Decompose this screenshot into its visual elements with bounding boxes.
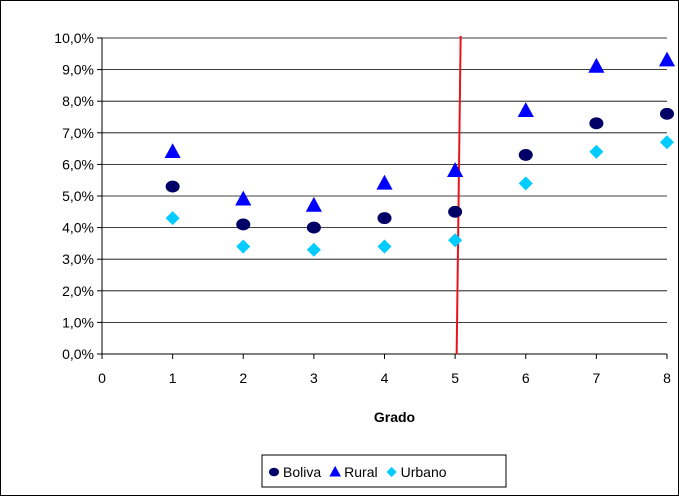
point-rural — [164, 143, 181, 159]
x-tick-label: 8 — [663, 370, 671, 386]
x-tick-label: 6 — [522, 370, 530, 386]
legend-label-boliva: Boliva — [283, 464, 321, 480]
axes — [97, 37, 668, 359]
y-tick-label: 0,0% — [62, 346, 94, 362]
point-urbano — [377, 239, 392, 254]
point-boliva — [306, 221, 321, 234]
point-urbano — [448, 233, 463, 248]
vertical-marker-line — [455, 35, 462, 355]
point-boliva — [377, 212, 392, 225]
point-rural — [305, 196, 322, 212]
y-tick-label: 5,0% — [62, 188, 94, 204]
x-tick-label: 5 — [451, 370, 459, 386]
point-urbano — [165, 211, 180, 226]
x-tick-label: 0 — [98, 370, 106, 386]
y-tick-labels: 0,0% 1,0% 2,0% 3,0% 4,0% 5,0% 6,0% 7,0% 8,0% 9,0%… — [54, 30, 94, 362]
point-rural — [517, 102, 534, 117]
series-rural — [164, 51, 676, 212]
y-tick-label: 8,0% — [62, 93, 94, 109]
x-tick-label: 3 — [310, 370, 318, 386]
point-urbano — [236, 239, 251, 254]
x-tick-labels: 0 1 2 3 4 5 6 7 8 — [98, 370, 671, 386]
point-rural — [447, 162, 464, 178]
point-rural — [235, 190, 252, 206]
point-urbano — [589, 144, 604, 159]
y-tick-label: 7,0% — [62, 125, 94, 141]
y-tick-label: 10,0% — [54, 30, 94, 46]
x-tick-label: 4 — [381, 370, 389, 386]
legend-box — [261, 454, 507, 488]
x-axis-title: Grado — [374, 409, 415, 425]
legend: Boliva Rural Urbano — [261, 454, 507, 488]
legend-label-urbano: Urbano — [401, 464, 447, 480]
y-tick-label: 2,0% — [62, 283, 94, 299]
point-urbano — [659, 135, 675, 150]
x-tick-label: 1 — [169, 370, 177, 386]
series-urbano — [165, 135, 675, 257]
legend-marker-urbano — [386, 466, 397, 478]
x-tick-label: 2 — [239, 370, 247, 386]
point-rural — [376, 174, 393, 190]
point-boliva — [518, 148, 533, 161]
point-urbano — [518, 176, 533, 191]
gridlines — [102, 37, 667, 323]
series-boliva — [165, 107, 675, 234]
y-tick-label: 6,0% — [62, 156, 94, 172]
y-tick-label: 3,0% — [62, 251, 94, 267]
point-boliva — [448, 205, 463, 218]
point-urbano — [306, 242, 321, 257]
point-rural — [588, 57, 605, 73]
x-tick-label: 7 — [592, 370, 600, 386]
y-tick-label: 1,0% — [62, 314, 94, 330]
point-boliva — [236, 218, 251, 231]
point-rural — [658, 51, 676, 67]
legend-label-rural: Rural — [344, 464, 377, 480]
point-boliva — [165, 180, 180, 193]
vertical-marker — [455, 35, 462, 355]
data-points — [164, 51, 676, 257]
legend-marker-boliva — [268, 467, 280, 477]
point-boliva — [589, 117, 604, 130]
legend-marker-rural — [329, 465, 341, 477]
y-tick-label: 4,0% — [62, 220, 94, 236]
y-tick-label: 9,0% — [62, 62, 94, 78]
point-boliva — [659, 107, 675, 120]
